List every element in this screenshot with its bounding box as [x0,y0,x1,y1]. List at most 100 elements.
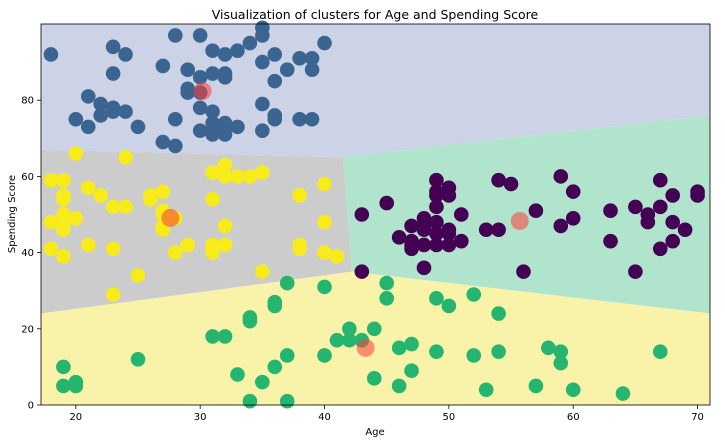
centroid-blue [193,82,212,101]
point-blue [167,111,183,127]
point-blue [205,127,220,142]
point-blue [118,104,133,119]
point-gray [155,184,171,199]
point-purple [429,237,444,253]
point-gray [56,207,71,222]
x-tick-label: 30 [194,412,207,423]
point-blue [292,50,307,66]
point-blue [192,123,208,138]
point-gray [56,222,71,238]
point-green [553,344,569,359]
point-purple [665,233,680,249]
point-blue [255,96,270,112]
point-blue [118,47,133,62]
point-gray [68,211,84,226]
point-gray [105,199,121,215]
point-gray [80,237,96,253]
point-green [242,393,258,409]
point-blue [43,47,59,62]
x-axis-label: Age [365,427,384,438]
point-purple [640,214,656,230]
point-blue [267,111,283,127]
point-green [230,367,245,382]
point-purple [628,199,643,215]
point-blue [68,111,84,127]
point-green [342,321,357,337]
point-purple [454,233,469,249]
point-purple [441,188,457,203]
point-blue [192,28,208,43]
point-blue [292,111,307,127]
point-purple [652,241,668,257]
point-green [317,279,332,295]
point-purple [491,222,506,238]
point-blue [205,104,220,119]
point-green [404,336,419,352]
point-gray [80,180,96,196]
point-blue [180,62,196,78]
point-blue [155,134,171,150]
point-blue [267,73,283,89]
point-gray [56,172,71,188]
point-green [242,313,258,329]
y-axis-label: Spending Score [7,175,18,253]
point-gray [105,241,121,257]
point-blue [192,70,208,85]
point-purple [354,264,370,279]
point-purple [391,230,407,245]
point-blue [105,66,121,81]
point-green [68,378,84,394]
point-blue [217,115,233,131]
point-purple [565,184,581,199]
point-purple [491,172,506,188]
point-purple [603,203,618,218]
point-gray [292,241,307,257]
point-purple [652,199,668,215]
point-blue [230,43,245,58]
point-purple [429,226,444,241]
x-tick-label: 40 [318,412,331,423]
point-purple [553,218,569,234]
point-gray [118,199,133,215]
point-purple [379,195,394,211]
point-green [205,329,220,344]
point-gray [105,287,121,302]
plot-area [40,20,711,409]
point-green [379,291,394,306]
point-gray [43,172,59,188]
point-blue [155,58,171,74]
point-blue [217,47,233,62]
point-green [429,291,444,306]
point-gray [230,169,245,184]
x-tick-label: 70 [691,412,704,423]
point-purple [429,188,444,203]
point-gray [217,218,233,234]
y-tick-label: 80 [21,96,34,107]
point-green [56,378,71,394]
point-green [441,298,457,314]
region-gray [41,149,352,314]
point-gray [217,169,233,184]
point-blue [167,138,183,154]
point-blue [105,100,121,116]
point-purple [454,207,469,222]
point-blue [230,119,245,135]
point-purple [652,172,668,188]
point-green [279,393,295,409]
point-purple [665,188,680,203]
point-gray [242,169,258,184]
plot-frame [40,23,711,406]
point-gray [130,268,146,283]
point-green [429,344,444,359]
point-purple [553,169,569,184]
point-gray [56,249,71,264]
point-blue [93,96,108,112]
point-purple [404,241,419,257]
point-green [279,348,295,363]
point-purple [404,218,419,234]
x-tick-label: 50 [442,412,455,423]
point-green [255,374,270,390]
point-gray [205,245,220,260]
point-blue [205,66,220,81]
